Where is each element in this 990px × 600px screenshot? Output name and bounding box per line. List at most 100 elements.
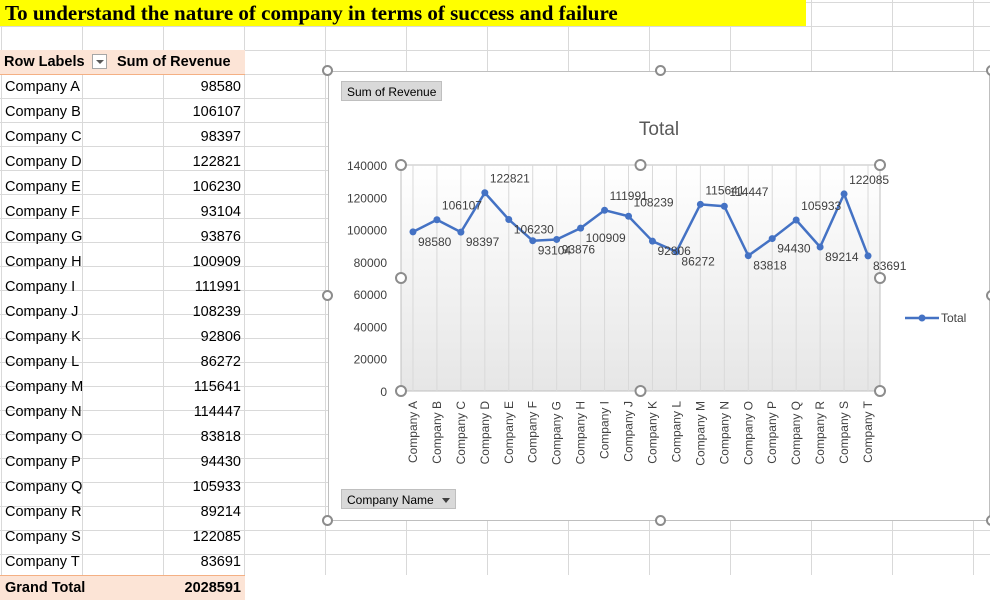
plot-resize-handle <box>634 159 647 171</box>
pivot-row[interactable]: Company R 89214 <box>0 500 245 525</box>
plot-resize-handle <box>634 385 647 397</box>
pivot-row[interactable]: Company H 100909 <box>0 250 245 275</box>
chart-plot: 0 20000 40000 60000 80000 100000 120000 140000 C… <box>347 119 966 466</box>
resize-handle-top[interactable] <box>655 65 666 76</box>
data-point <box>409 228 417 236</box>
x-tick-label: Company C <box>454 401 468 465</box>
x-tick-label: Company B <box>430 401 444 464</box>
data-point <box>816 243 824 251</box>
axis-field-label: Company Name <box>347 493 434 507</box>
data-label: 111991 <box>610 189 649 203</box>
data-label: 89214 <box>825 250 859 264</box>
data-label: 122085 <box>849 173 889 187</box>
y-tick-label: 60000 <box>354 288 388 302</box>
pivot-row[interactable]: Company P 94430 <box>0 450 245 475</box>
pivot-row[interactable]: Company G 93876 <box>0 225 245 250</box>
data-point <box>840 190 848 198</box>
pivot-row[interactable]: Company I 111991 <box>0 275 245 300</box>
pivot-row-label: Company D <box>5 154 82 170</box>
pivot-row[interactable]: Company E 106230 <box>0 175 245 200</box>
resize-handle-bottom-left[interactable] <box>322 515 333 526</box>
pivot-row-label: Company F <box>5 204 80 220</box>
pivot-row[interactable]: Company A 98580 <box>0 75 245 100</box>
pivot-row-value: 94430 <box>200 454 241 470</box>
pivot-row[interactable]: Company T 83691 <box>0 550 245 575</box>
pivot-chart[interactable]: Sum of Revenue Company Name 0 20000 40000 6… <box>328 71 990 521</box>
data-label: 93104 <box>538 244 572 258</box>
y-tick-label: 120000 <box>347 191 387 205</box>
pivot-row[interactable]: Company K 92806 <box>0 325 245 350</box>
data-label: 98397 <box>466 235 500 249</box>
resize-handle-top-left[interactable] <box>322 65 333 76</box>
pivot-row-label: Company K <box>5 329 81 345</box>
pivot-row[interactable]: Company D 122821 <box>0 150 245 175</box>
data-point <box>481 189 489 197</box>
pivot-row-value: 98580 <box>200 79 241 95</box>
x-tick-label: Company E <box>502 401 516 464</box>
pivot-row-label: Company A <box>5 79 80 95</box>
data-label: 106230 <box>514 223 554 237</box>
pivot-row[interactable]: Company M 115641 <box>0 375 245 400</box>
pivot-row[interactable]: Company C 98397 <box>0 125 245 150</box>
pivot-row[interactable]: Company F 93104 <box>0 200 245 225</box>
resize-handle-left[interactable] <box>322 290 333 301</box>
pivot-row-value: 122085 <box>192 529 241 545</box>
pivot-row-value: 83818 <box>200 429 241 445</box>
sheet-title[interactable]: To understand the nature of company in t… <box>0 0 806 26</box>
row-labels-header[interactable]: Row Labels <box>4 54 85 70</box>
pivot-row-value: 98397 <box>200 129 241 145</box>
value-field-label: Sum of Revenue <box>347 85 437 99</box>
y-tick-label: 140000 <box>347 159 387 173</box>
data-point <box>601 206 609 214</box>
resize-handle-bottom-right[interactable] <box>986 515 990 526</box>
x-tick-label: Company H <box>574 401 588 464</box>
data-label: 93876 <box>562 242 596 256</box>
data-label: 115641 <box>705 183 744 197</box>
y-tick-label: 40000 <box>354 320 388 334</box>
pivot-row[interactable]: Company Q 105933 <box>0 475 245 500</box>
pivot-table: Row Labels Sum of Revenue Company A 98580… <box>0 50 245 600</box>
y-tick-label: 100000 <box>347 224 387 238</box>
data-point <box>433 216 441 224</box>
pivot-row-label: Company B <box>5 104 81 120</box>
pivot-row[interactable]: Company O 83818 <box>0 425 245 450</box>
data-point <box>864 252 872 260</box>
data-point <box>648 237 656 245</box>
pivot-row[interactable]: Company S 122085 <box>0 525 245 550</box>
data-point <box>696 200 704 208</box>
data-label: 98580 <box>418 235 452 249</box>
pivot-row-label: Company T <box>5 554 80 570</box>
sum-of-revenue-header[interactable]: Sum of Revenue <box>117 54 231 70</box>
axis-field-button[interactable]: Company Name <box>341 489 456 509</box>
x-tick-label: Company G <box>550 401 564 465</box>
plot-resize-handle <box>395 385 407 397</box>
data-point <box>720 202 728 210</box>
pivot-row-label: Company J <box>5 304 79 320</box>
data-label: 108239 <box>634 195 674 209</box>
y-tick-label: 80000 <box>354 256 388 270</box>
x-tick-label: Company M <box>693 401 707 466</box>
value-field-button[interactable]: Sum of Revenue <box>341 81 443 101</box>
resize-handle-bottom[interactable] <box>655 515 666 526</box>
resize-handle-right[interactable] <box>986 290 990 301</box>
grand-total-value: 2028591 <box>184 580 241 596</box>
data-point <box>577 224 585 232</box>
chevron-down-icon[interactable] <box>92 54 107 69</box>
pivot-row-label: Company I <box>5 279 76 295</box>
data-point <box>768 235 776 243</box>
pivot-row-value: 106107 <box>192 104 241 120</box>
pivot-row-label: Company M <box>5 379 84 395</box>
grand-total-row[interactable]: Grand Total 2028591 <box>0 575 245 600</box>
pivot-row[interactable]: Company N 114447 <box>0 400 245 425</box>
x-tick-label: Company I <box>598 401 612 459</box>
data-label: 92806 <box>657 244 691 258</box>
x-tick-label: Company O <box>741 401 755 465</box>
pivot-row[interactable]: Company B 106107 <box>0 100 245 125</box>
resize-handle-top-right[interactable] <box>986 65 990 76</box>
pivot-row[interactable]: Company L 86272 <box>0 350 245 375</box>
pivot-row[interactable]: Company J 108239 <box>0 300 245 325</box>
pivot-row-value: 86272 <box>200 354 241 370</box>
data-label: 83818 <box>753 259 787 273</box>
x-tick-label: Company T <box>861 400 875 462</box>
x-tick-label: Company R <box>813 401 827 465</box>
